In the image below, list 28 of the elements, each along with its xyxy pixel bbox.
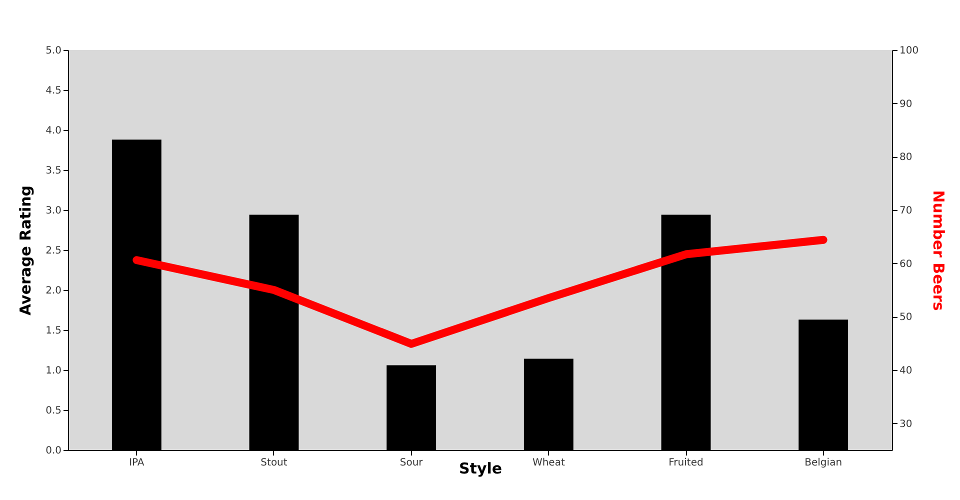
y-tick-label: 4.0	[46, 126, 62, 136]
y-tick-label: 1.5	[46, 326, 62, 336]
x-axis-title: Style	[458, 460, 502, 478]
y2-axis-title: Number Beers	[930, 190, 948, 311]
x-tick-label: Stout	[260, 458, 288, 468]
x-tick-label: IPA	[129, 458, 144, 468]
x-tick-label: Fruited	[668, 458, 704, 468]
y-axis-title: Average Rating	[16, 185, 35, 316]
y-tick-label: 3.5	[46, 166, 62, 176]
y2-tick-label: 60	[900, 258, 912, 270]
y-tick-label: 0.0	[46, 446, 62, 456]
x-tick-label: Belgian	[804, 458, 842, 468]
y2-tick-label: 100	[900, 46, 919, 56]
y-tick-label: 2.0	[46, 286, 62, 296]
y2-tick-label: 40	[900, 366, 912, 376]
y2-tick-label: 70	[900, 206, 912, 216]
y-tick-label: 1.0	[46, 366, 62, 376]
y-tick-label: 5.0	[46, 46, 62, 56]
y-tick-label: 3.0	[46, 206, 62, 216]
x-tick-label: Sour	[400, 458, 424, 468]
y2-tick-label: 90	[900, 98, 912, 110]
y-tick-label: 2.5	[46, 246, 62, 256]
y-tick-label: 4.5	[46, 86, 62, 96]
y2-tick-label: 80	[900, 152, 912, 164]
x-tick-label: Wheat	[532, 458, 565, 468]
y2-tick-label: 30	[900, 418, 912, 430]
y2-tick-label: 50	[900, 312, 912, 324]
y-tick-label: 0.5	[46, 406, 62, 416]
